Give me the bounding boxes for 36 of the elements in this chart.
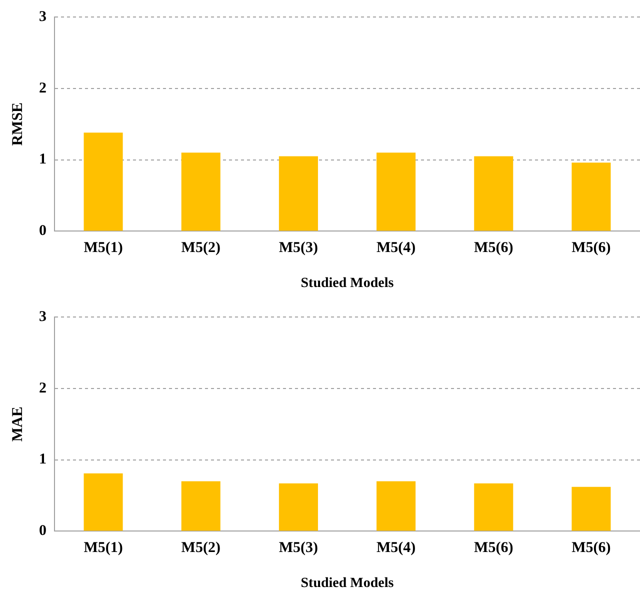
y-tick-label: 0 (39, 523, 46, 540)
y-tick-label: 2 (39, 380, 46, 396)
x-axis-title: Studied Models (300, 276, 394, 292)
y-tick-label: 1 (39, 452, 46, 468)
x-tick-label: M5(2) (181, 540, 220, 556)
x-tick-label: M5(6) (474, 540, 514, 556)
x-tick-label: M5(3) (278, 240, 318, 256)
x-axis-title: Studied Models (300, 576, 394, 592)
x-tick-label: M5(4) (376, 540, 416, 556)
bar (278, 156, 318, 231)
y-tick-label: 2 (39, 80, 46, 96)
y-axis-title: RMSE (10, 102, 26, 146)
x-tick-label: M5(1) (84, 540, 123, 556)
bar (572, 486, 611, 531)
bar (278, 483, 318, 531)
y-axis-title: MAE (10, 406, 26, 442)
bar (474, 483, 514, 531)
x-tick-label: M5(6) (572, 540, 611, 556)
bar (84, 473, 123, 531)
x-tick-label: M5(3) (278, 540, 318, 556)
x-tick-label: M5(6) (572, 240, 611, 256)
y-tick-label: 0 (39, 223, 46, 240)
bar (376, 481, 416, 531)
bar (474, 156, 514, 231)
bar (572, 162, 611, 231)
bar (376, 152, 416, 231)
y-tick-label: 3 (39, 8, 46, 25)
bar (181, 152, 220, 231)
x-tick-label: M5(4) (376, 240, 416, 256)
y-tick-label: 1 (39, 152, 46, 168)
bar (84, 132, 123, 231)
x-tick-label: M5(2) (181, 240, 220, 256)
x-tick-label: M5(1) (84, 240, 123, 256)
x-tick-label: M5(6) (474, 240, 514, 256)
bar (181, 481, 220, 531)
y-tick-label: 3 (39, 308, 46, 325)
